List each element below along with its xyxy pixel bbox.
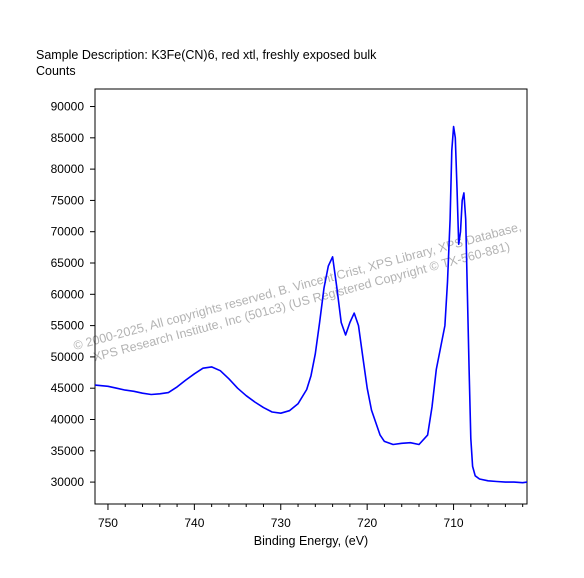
y-tick-label: 40000 (51, 412, 85, 426)
y-tick-label: 75000 (51, 193, 85, 207)
x-tick-label: 750 (98, 516, 118, 530)
x-axis-label: Binding Energy, (eV) (254, 534, 368, 548)
y-tick-label: 60000 (51, 287, 85, 301)
y-tick-label: 35000 (51, 444, 85, 458)
y-tick-label: 80000 (51, 162, 85, 176)
watermark-line-1: © 2000-2025, All copyrights reserved, B.… (72, 220, 523, 353)
x-tick-label: 730 (271, 516, 291, 530)
y-tick-label: 85000 (51, 131, 85, 145)
y-tick-label: 70000 (51, 225, 85, 239)
x-tick-label: 740 (184, 516, 204, 530)
spectrum-line (94, 125, 528, 484)
x-tick-label: 720 (357, 516, 377, 530)
y-tick-label: 65000 (51, 256, 85, 270)
plot-area (94, 88, 528, 505)
y-axis-label: Counts (36, 64, 76, 78)
y-tick-label: 50000 (51, 350, 85, 364)
y-tick-label: 45000 (51, 381, 85, 395)
y-tick-label: 30000 (51, 475, 85, 489)
y-tick-label: 55000 (51, 319, 85, 333)
y-tick-label: 90000 (51, 100, 85, 114)
chart-title: Sample Description: K3Fe(CN)6, red xtl, … (36, 48, 377, 62)
x-tick-label: 710 (444, 516, 464, 530)
